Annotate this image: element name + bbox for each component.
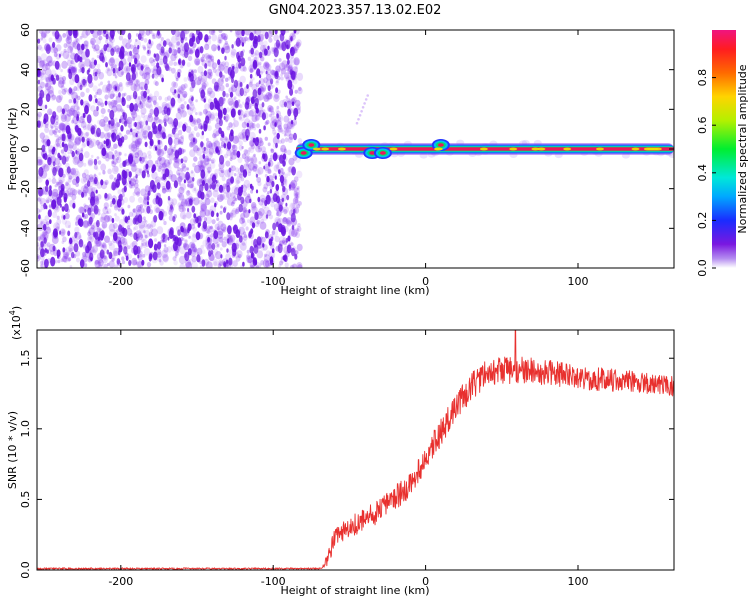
colorbar-tick-label: 0.8 xyxy=(696,69,709,87)
colorbar-gradient xyxy=(712,30,736,268)
spectrogram-y-tick-label: -40 xyxy=(19,219,32,237)
noise-cloud xyxy=(37,30,304,268)
snr-scale-suffix: ) xyxy=(10,306,23,310)
colorbar-ticks: 0.0 0.2 0.4 0.6 0.8 xyxy=(696,69,716,277)
spectrogram-y-tick-label: 20 xyxy=(19,102,32,116)
colorbar: 0.0 0.2 0.4 0.6 0.8 Normalized spectral ampl… xyxy=(696,30,749,277)
snr-series-line xyxy=(37,330,674,570)
snr-scale-factor: (x104) xyxy=(8,306,23,340)
snr-scale-prefix: (x10 xyxy=(10,315,23,340)
snr-ticks: -200 -100 0 100 0.0 0.5 1.0 1.5 xyxy=(19,330,674,588)
snr-scale-exponent: 4 xyxy=(8,310,17,315)
snr-x-tick-label: 100 xyxy=(567,575,588,588)
snr-y-tick-label: 1.0 xyxy=(19,420,32,438)
snr-y-axis-label: SNR (10 * v/v) xyxy=(6,411,19,489)
colorbar-label: Normalized spectral amplitude xyxy=(736,64,749,233)
spectrogram-y-tick-label: -60 xyxy=(19,259,32,277)
snr-x-axis-label: Height of straight line (km) xyxy=(280,584,429,597)
spectrogram-x-axis-label: Height of straight line (km) xyxy=(280,284,429,297)
colorbar-tick-label: 0.2 xyxy=(696,212,709,230)
snr-y-tick-label: 1.5 xyxy=(19,349,32,367)
snr-y-tick-label: 0.0 xyxy=(19,561,32,579)
spectrogram-x-tick-label: 0 xyxy=(422,275,429,288)
signal-blob xyxy=(373,146,392,159)
colorbar-tick-label: 0.0 xyxy=(696,259,709,277)
snr-frame xyxy=(36,329,675,571)
snr-y-tick-label: 0.5 xyxy=(19,491,32,509)
spectrogram-y-tick-label: 0 xyxy=(19,146,32,153)
spectrogram-x-tick-label: -100 xyxy=(261,275,286,288)
signal-band xyxy=(294,139,674,159)
snr-x-tick-label: -200 xyxy=(108,575,133,588)
spectrogram-y-axis-label: Frequency (Hz) xyxy=(6,108,19,191)
spectrogram-x-tick-label: -200 xyxy=(108,275,133,288)
figure-title: GN04.2023.357.13.02.E02 xyxy=(269,3,442,18)
colorbar-tick-label: 0.6 xyxy=(696,116,709,134)
spectrogram-x-tick-label: 100 xyxy=(567,275,588,288)
spectrogram-y-tick-label: 60 xyxy=(19,23,32,37)
spectrogram-y-tick-label: -20 xyxy=(19,180,32,198)
colorbar-tick-label: 0.4 xyxy=(696,164,709,182)
snr-panel: -200 -100 0 100 0.0 0.5 1.0 1.5 Height of strai… xyxy=(6,306,675,597)
spectrogram-y-tick-label: 40 xyxy=(19,63,32,77)
spectrogram-content xyxy=(37,30,674,268)
snr-x-tick-label: -100 xyxy=(261,575,286,588)
snr-x-tick-label: 0 xyxy=(422,575,429,588)
